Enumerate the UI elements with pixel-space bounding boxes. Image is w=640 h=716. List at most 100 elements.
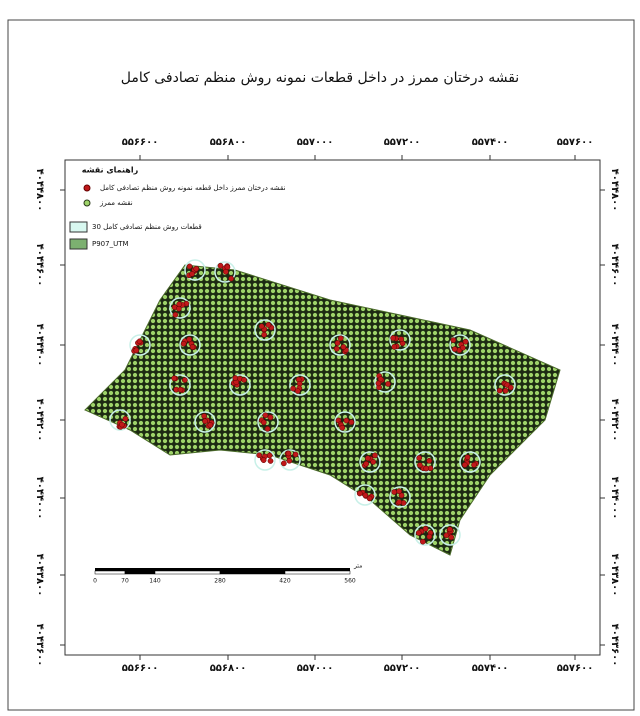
x-coordinate-label: ۵۵۷۲۰۰ <box>384 663 421 674</box>
tree-point <box>217 262 224 269</box>
y-coordinate-label: ۴۰۴۴۲۰۰ <box>34 399 45 442</box>
tree-point <box>285 450 292 457</box>
tree-point <box>290 385 296 392</box>
legend-symbol <box>69 238 88 250</box>
tree-point <box>366 495 373 502</box>
scale-segment <box>154 570 221 575</box>
y-coordinate-label: ۴۰۴۴۲۰۰ <box>609 399 620 442</box>
legend-symbol <box>83 199 91 207</box>
scale-unit: متر <box>353 563 362 570</box>
tree-point <box>172 311 179 318</box>
scale-segment <box>285 568 350 571</box>
tree-point <box>385 381 391 387</box>
tree-point <box>280 460 287 467</box>
tree-point <box>451 346 458 352</box>
tree-point <box>398 336 405 343</box>
tree-point <box>460 344 466 351</box>
plot-circle <box>194 411 216 433</box>
tree-point <box>261 331 267 338</box>
x-coordinate-label: ۵۵۷۶۰۰ <box>557 137 594 148</box>
legend-title: راهنمای نقشه <box>82 166 139 175</box>
page-frame <box>7 19 635 711</box>
plot-circle <box>229 374 251 396</box>
tree-point <box>423 465 430 472</box>
tree-point <box>496 387 503 394</box>
x-coordinate-label: ۵۵۷۴۰۰ <box>472 137 509 148</box>
plot-circle <box>254 319 276 341</box>
plot-circle <box>329 334 351 356</box>
tree-point <box>222 268 229 275</box>
scale-segment <box>284 570 351 575</box>
plot-circle <box>169 297 191 319</box>
tree-point <box>266 452 273 459</box>
tree-point <box>122 415 129 422</box>
map-title: نقشه درختان ممرز در داخل قطعات نمونه روش… <box>121 70 519 86</box>
y-coordinate-label: ۴۰۴۴۴۰۰ <box>609 324 620 367</box>
tree-point <box>180 340 187 347</box>
plot-circle <box>414 451 436 473</box>
y-coordinate-label: ۴۰۴۴۶۰۰ <box>34 244 45 287</box>
tree-point <box>415 530 422 536</box>
tree-point <box>286 457 293 464</box>
tree-point <box>256 452 263 459</box>
tree-point <box>258 323 265 330</box>
tree-point <box>363 460 370 467</box>
x-coordinate-label: ۵۵۷۰۰۰ <box>297 137 334 148</box>
plot-circle <box>214 261 236 283</box>
tree-point <box>265 321 272 328</box>
plot-circle <box>459 451 481 473</box>
x-coordinate-label: ۵۵۶۶۰۰ <box>122 663 159 674</box>
y-coordinate-label: ۴۰۴۳۶۰۰ <box>609 624 620 667</box>
legend-label: P907_UTM <box>92 240 129 248</box>
plot-circle <box>254 449 276 471</box>
tree-point <box>356 490 363 497</box>
tree-point <box>396 488 403 495</box>
scale-segment <box>124 570 156 575</box>
tree-point <box>462 338 469 345</box>
plot-circle <box>414 524 436 546</box>
plot-circle <box>184 259 206 281</box>
tree-point <box>391 489 398 495</box>
x-coordinate-label: ۵۵۶۶۰۰ <box>122 137 159 148</box>
scale-label: 560 <box>344 578 356 585</box>
tree-point <box>364 455 371 462</box>
scale-segment <box>125 568 155 571</box>
plot-circle <box>109 409 131 431</box>
y-coordinate-label: ۴۰۴۴۰۰۰ <box>34 477 45 520</box>
y-coordinate-label: ۴۰۴۳۸۰۰ <box>609 554 620 597</box>
x-coordinate-label: ۵۵۷۲۰۰ <box>384 137 421 148</box>
y-coordinate-label: ۴۰۴۴۴۰۰ <box>34 324 45 367</box>
x-coordinate-label: ۵۵۷۴۰۰ <box>472 663 509 674</box>
scale-segment <box>155 568 220 571</box>
y-coordinate-label: ۴۰۴۳۸۰۰ <box>34 554 45 597</box>
tree-point <box>390 335 396 341</box>
x-coordinate-label: ۵۵۷۶۰۰ <box>557 663 594 674</box>
map-frame <box>64 159 601 656</box>
tree-point <box>396 499 403 505</box>
forest-area <box>84 264 561 556</box>
tree-point <box>448 534 455 541</box>
plots <box>109 259 516 546</box>
tree-point <box>177 386 184 393</box>
y-coordinate-label: ۴۰۴۴۶۰۰ <box>609 244 620 287</box>
legend-symbol <box>69 221 88 233</box>
tree-point <box>507 384 514 391</box>
legend-label: نقشه درختان ممرز داخل قطعه نمونه روش منظ… <box>100 184 286 192</box>
tree-point <box>186 336 193 343</box>
scale-segment <box>220 568 285 571</box>
plot-circle <box>257 411 279 433</box>
tree-point <box>447 526 453 533</box>
tree-point <box>189 344 196 350</box>
plot-circle <box>354 484 376 506</box>
scale-label: 420 <box>279 578 291 585</box>
y-coordinate-label: ۴۰۴۴۸۰۰ <box>34 169 45 212</box>
plot-circle <box>334 411 356 433</box>
tree-point <box>348 419 355 426</box>
scale-bar: 0 70 140 280 420 560 متر <box>93 563 362 585</box>
tree-point <box>119 421 125 428</box>
tree-point <box>443 532 450 539</box>
scale-segment <box>95 568 125 571</box>
x-coordinate-label: ۵۵۷۰۰۰ <box>297 663 334 674</box>
tree-point <box>292 451 299 458</box>
scale-segment <box>219 570 286 575</box>
